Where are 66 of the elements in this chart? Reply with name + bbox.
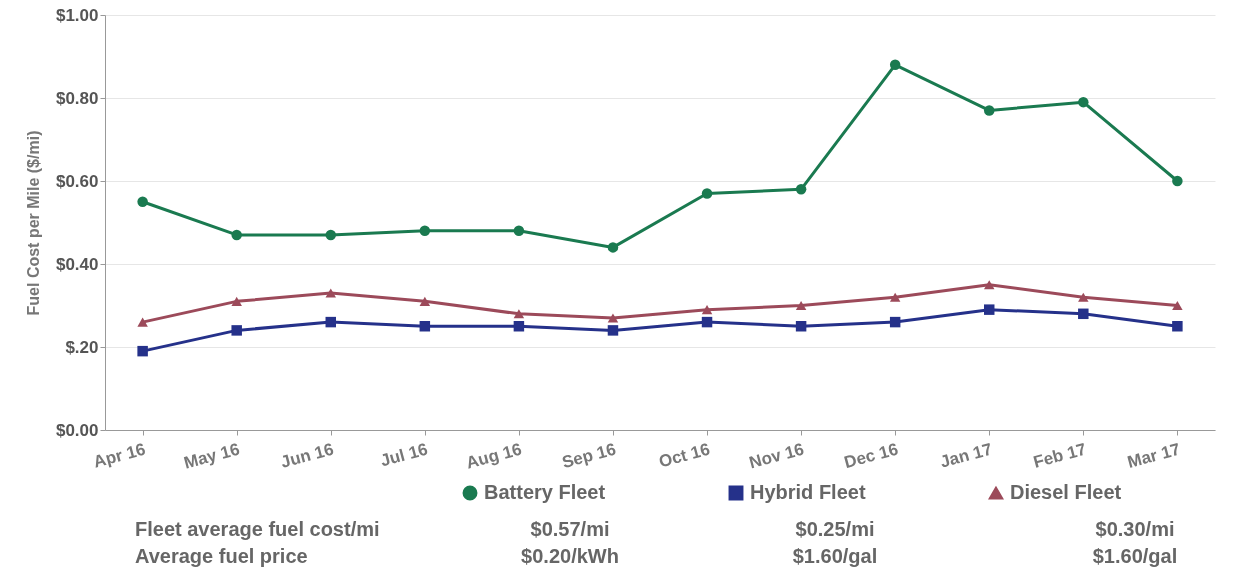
point: [983, 304, 995, 315]
x-tick-label: Feb 17: [1031, 439, 1089, 472]
y-tick-label: $0.80: [55, 88, 99, 108]
x-tick-label: Sep 16: [560, 439, 618, 473]
point: [513, 225, 525, 237]
y-tick-label: $.20: [65, 337, 99, 357]
point: [513, 321, 525, 332]
text: Fleet average fuel cost/mi: [135, 518, 380, 540]
x-tick-label: Aug 16: [464, 439, 524, 473]
point: [325, 229, 337, 241]
point: [607, 313, 619, 323]
y-tick-label: $0.40: [55, 254, 99, 274]
point: [607, 325, 619, 336]
y-tick-label: $1.00: [55, 5, 99, 25]
text: $1.60/gal: [1092, 545, 1178, 567]
point: [1078, 292, 1089, 302]
text: $0.57/mi: [530, 518, 610, 540]
point: [607, 242, 619, 253]
x-tick-label: Oct 16: [656, 439, 712, 472]
point: [231, 229, 242, 241]
point: [1172, 175, 1183, 187]
point: [325, 316, 337, 328]
point: [419, 321, 431, 332]
text: $0.30/mi: [1095, 518, 1175, 540]
point: [795, 321, 807, 332]
point: [137, 345, 148, 357]
point: [1172, 321, 1183, 332]
text: $1.60/gal: [792, 545, 878, 567]
point: [137, 317, 148, 327]
point: [137, 196, 148, 207]
point: [1172, 300, 1183, 311]
x-tick-label: Jun 16: [278, 439, 336, 472]
x-tick-label: Mar 17: [1125, 439, 1183, 472]
point: [419, 225, 431, 237]
legend-label: Hybrid Fleet: [750, 481, 866, 503]
y-axis-title: Fuel Cost per Mile ($/mi): [24, 130, 42, 316]
point: [983, 280, 995, 290]
point: [889, 316, 901, 328]
point: [795, 300, 807, 311]
x-tick-label: Jan 17: [938, 439, 995, 472]
point: [1078, 96, 1089, 108]
text: $0.25/mi: [795, 518, 875, 540]
x-tick-label: Nov 16: [747, 439, 806, 473]
point: [983, 105, 995, 116]
text: $0.20/kWh: [521, 545, 619, 567]
x-tick-label: Dec 16: [842, 439, 901, 473]
text: Average fuel price: [135, 545, 308, 567]
point: [231, 296, 242, 306]
point: [701, 316, 713, 328]
point: [419, 296, 431, 306]
point: [889, 59, 901, 71]
point: [701, 305, 713, 315]
point: [889, 292, 901, 302]
point: [325, 288, 337, 298]
point: [513, 309, 525, 319]
legend-label: Diesel Fleet: [1010, 481, 1122, 503]
y-tick-label: $0.60: [55, 171, 99, 191]
point: [701, 188, 713, 199]
point: [231, 325, 242, 336]
point: [1078, 308, 1089, 320]
legend-label: Battery Fleet: [484, 481, 606, 503]
y-tick-label: $0.00: [55, 420, 99, 440]
x-tick-label: May 16: [181, 439, 242, 473]
x-tick-label: Jul 16: [378, 439, 430, 471]
point: [795, 184, 807, 195]
x-tick-label: Apr 16: [91, 439, 148, 472]
